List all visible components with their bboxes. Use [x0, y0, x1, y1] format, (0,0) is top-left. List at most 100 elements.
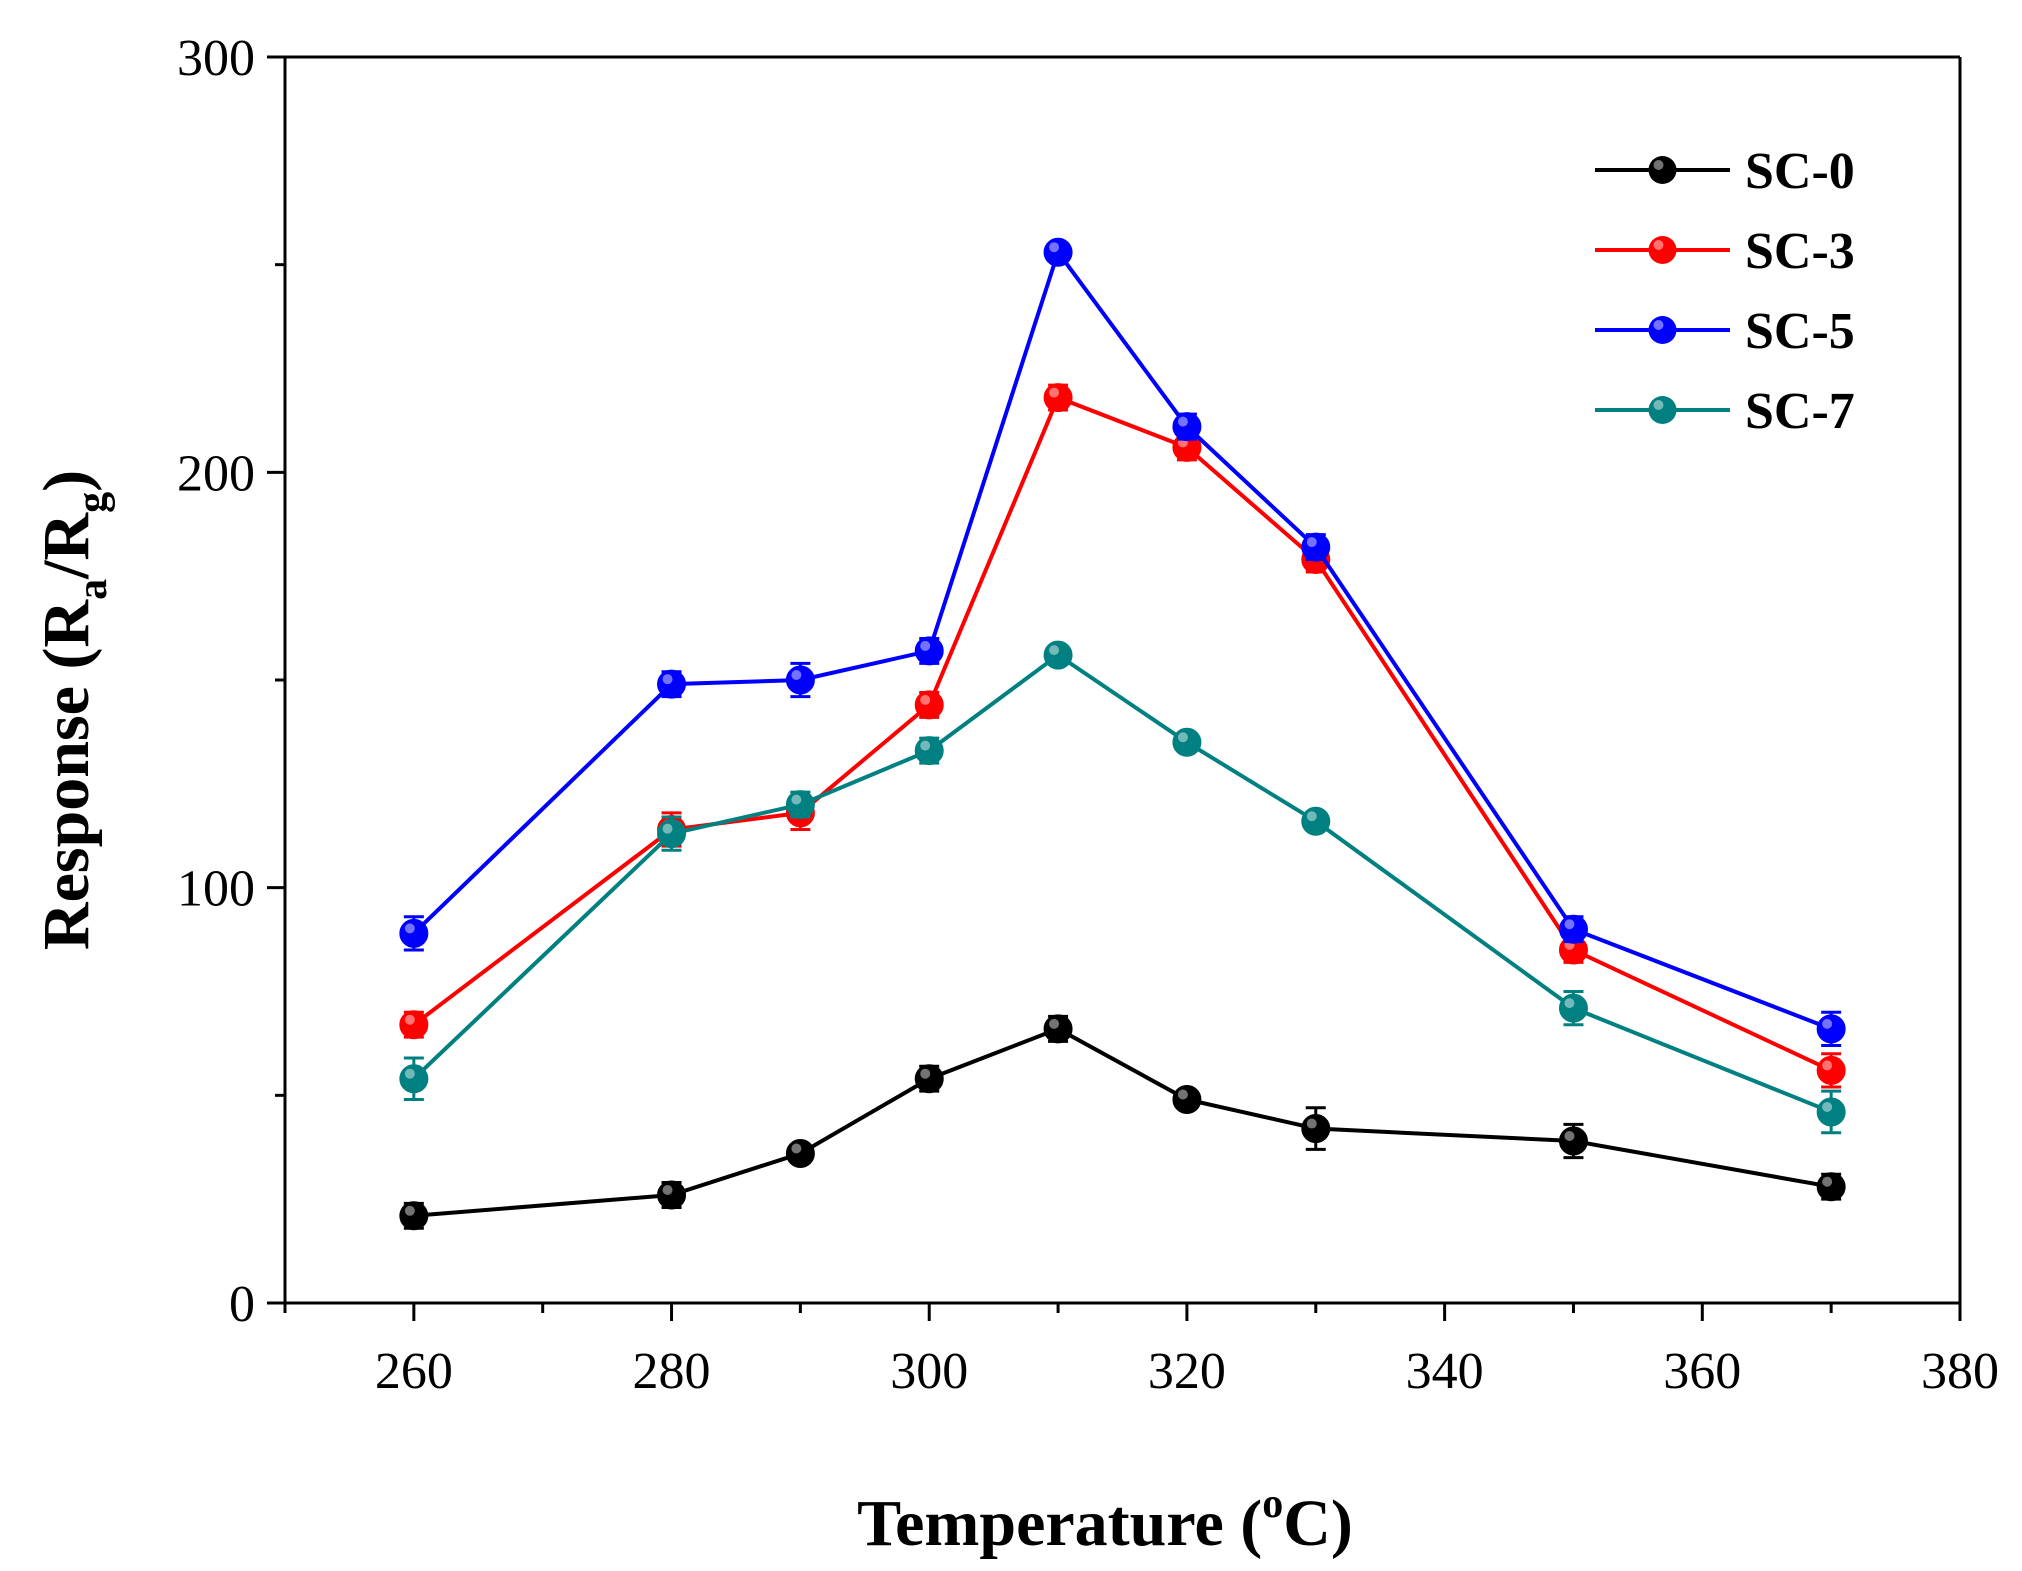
x-tick-label: 380 [1921, 1343, 1999, 1400]
data-point [657, 669, 687, 699]
data-point-highlight [1049, 645, 1060, 656]
series-line [412, 247, 1832, 1031]
legend-marker [1648, 156, 1677, 184]
legend-marker-highlight [1653, 400, 1664, 410]
legend-label: SC-7 [1745, 383, 1855, 440]
data-point-highlight [1822, 1060, 1833, 1071]
data-point [1172, 1084, 1202, 1114]
data-point [1816, 1055, 1846, 1085]
data-point-highlight [791, 670, 802, 680]
data-point-highlight [1564, 919, 1575, 930]
series-sc-7 [399, 640, 1846, 1135]
y-tick-label: 200 [177, 445, 255, 502]
data-point [1301, 806, 1331, 836]
data-point [1301, 1114, 1331, 1144]
data-point [399, 1201, 429, 1231]
data-point [914, 736, 944, 766]
y-axis-title: Response (Ra/Rg) [30, 470, 116, 950]
series-line [413, 1026, 1832, 1218]
legend-marker-highlight [1653, 240, 1664, 250]
data-point [914, 690, 944, 720]
x-ticks: 260 280 300 320 340 360 380 [283, 1303, 1999, 1400]
data-point-highlight [1306, 811, 1317, 822]
data-point-highlight [1049, 242, 1060, 253]
legend-label: SC-5 [1745, 303, 1855, 360]
data-point [1172, 412, 1202, 442]
legend-item-sc-7: SC-7 [1595, 383, 1855, 440]
y-axis-title-main: Response (R [30, 599, 103, 951]
data-point [1816, 1014, 1846, 1044]
series-line [412, 652, 1832, 1114]
data-point [1043, 237, 1073, 267]
y-tick-label: 300 [177, 30, 255, 87]
data-point [399, 918, 429, 948]
data-point-highlight [404, 1068, 415, 1079]
data-point-highlight [404, 1014, 415, 1025]
data-point [1558, 914, 1588, 944]
data-point-highlight [920, 694, 931, 705]
y-axis-title-mid: /R [30, 512, 103, 580]
x-tick-label: 300 [890, 1343, 968, 1400]
x-axis-title-superscript: o [1262, 1481, 1283, 1527]
data-point-highlight [1049, 1018, 1060, 1029]
x-tick-label: 360 [1663, 1343, 1741, 1400]
x-tick-label: 320 [1148, 1343, 1226, 1400]
series-sc-5 [399, 237, 1846, 1047]
series-line [412, 395, 1833, 1073]
data-point-highlight [1822, 1101, 1833, 1112]
data-point [1816, 1097, 1846, 1127]
legend-marker-highlight [1653, 320, 1664, 330]
data-point [399, 1010, 429, 1040]
y-axis-title-subscript-g: g [70, 492, 116, 513]
data-point [914, 636, 944, 666]
y-tick-label: 100 [177, 861, 255, 918]
data-point [785, 1138, 815, 1168]
data-point [1558, 1126, 1588, 1156]
data-point-highlight [662, 823, 673, 834]
x-tick-label: 280 [633, 1343, 711, 1400]
legend-item-sc-5: SC-5 [1595, 303, 1855, 360]
x-tick-label: 260 [375, 1343, 453, 1400]
data-point [914, 1064, 944, 1094]
x-axis-title-tail: C) [1283, 1487, 1353, 1560]
data-point [1558, 993, 1588, 1023]
data-point-highlight [920, 740, 931, 751]
data-point [399, 1064, 429, 1094]
plot-frame [283, 55, 1962, 1305]
legend-marker-highlight [1653, 160, 1664, 170]
data-point [1043, 383, 1073, 413]
data-point [1172, 727, 1202, 757]
data-point-highlight [1822, 1018, 1833, 1029]
y-ticks: 0 100 200 300 [177, 30, 285, 1333]
legend-marker [1648, 316, 1677, 344]
data-point-highlight [662, 674, 673, 685]
legend: SC-0 SC-3 SC-5 SC-7 [1595, 143, 1855, 440]
data-point-highlight [404, 1205, 415, 1216]
legend-marker [1648, 236, 1677, 264]
data-point-highlight [1306, 1118, 1317, 1129]
data-point-highlight [1177, 1089, 1188, 1100]
y-axis-title-subscript-a: a [70, 579, 116, 600]
data-point [785, 790, 815, 820]
legend-item-sc-0: SC-0 [1595, 143, 1855, 200]
data-point-highlight [404, 923, 415, 934]
legend-label: SC-0 [1745, 143, 1855, 200]
data-point [657, 819, 687, 849]
data-point-highlight [791, 794, 802, 805]
data-point-highlight [662, 1185, 673, 1196]
legend-item-sc-3: SC-3 [1595, 223, 1855, 280]
data-point [1301, 532, 1331, 562]
data-point-highlight [1822, 1176, 1833, 1187]
data-point-highlight [1564, 998, 1575, 1009]
data-point-highlight [920, 640, 931, 651]
y-axis-title-tail: ) [30, 470, 103, 492]
x-tick-label: 340 [1406, 1343, 1484, 1400]
data-point [1816, 1172, 1846, 1202]
data-point-highlight [920, 1068, 931, 1079]
data-point-highlight [1177, 416, 1188, 427]
series-sc-0 [399, 1014, 1846, 1231]
data-point [1043, 1014, 1073, 1044]
data-point [785, 665, 815, 695]
